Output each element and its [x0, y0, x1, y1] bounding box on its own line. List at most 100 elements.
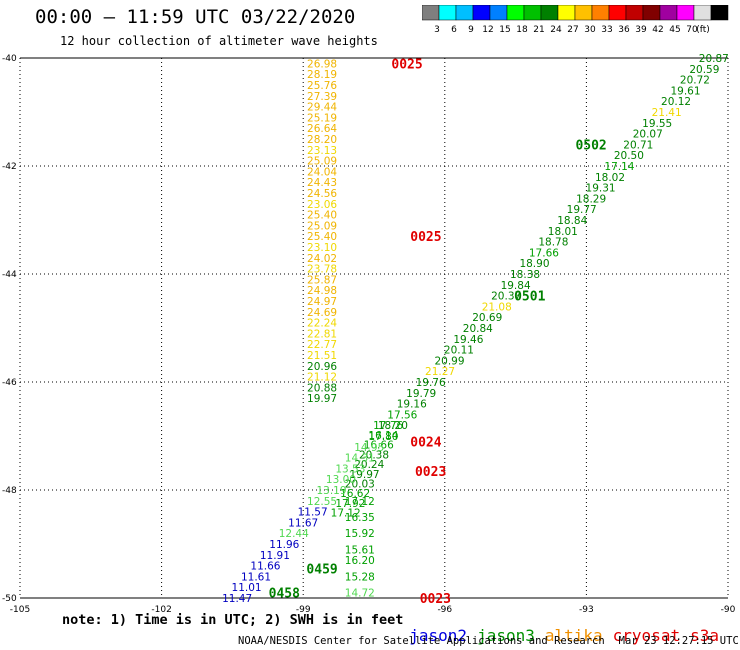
wave-height-label: 16.62: [340, 488, 370, 500]
wave-height-label: 12.44: [279, 528, 309, 540]
colorbar-label: 12: [482, 25, 493, 35]
wave-height-label: 11.66: [250, 561, 280, 573]
wave-height-label: 18.02: [595, 172, 625, 184]
colorbar-label: 70: [686, 25, 698, 35]
colorbar-label: 36: [618, 25, 630, 35]
wave-height-label: 17.80: [368, 431, 398, 443]
colorbar-label: (ft): [696, 25, 710, 35]
wave-height-label: 15.61: [345, 544, 375, 556]
wave-height-label: 11.61: [241, 571, 271, 583]
colorbar-label: 18: [516, 25, 528, 35]
wave-height-label: 20.88: [307, 382, 337, 394]
colorbar-label: 15: [499, 25, 510, 35]
wave-height-label: 14.72: [345, 588, 375, 600]
wave-height-label: 18.78: [538, 237, 568, 249]
wave-height-label: 20.84: [463, 323, 493, 335]
wave-height-label: 16.35: [345, 512, 375, 524]
wave-height-label: 20.38: [359, 449, 389, 461]
wave-height-label: 22.24: [307, 318, 337, 330]
wave-height-label: 18.29: [576, 193, 606, 205]
wave-height-label: 26.98: [307, 58, 337, 70]
wave-height-label: 20.11: [444, 345, 474, 357]
y-tick-label: -50: [2, 594, 17, 604]
colorbar-label: 24: [550, 25, 562, 35]
colorbar-label: 42: [652, 25, 663, 35]
wave-height-label: 20.59: [689, 64, 719, 76]
y-tick-label: -48: [2, 486, 17, 496]
wave-height-label: 18.90: [519, 258, 549, 270]
legend-cryosat: cryosat: [612, 626, 681, 645]
wave-height-label: 19.97: [350, 469, 380, 481]
time-label: 0458: [269, 587, 300, 602]
wave-height-label: 21.51: [307, 350, 337, 362]
wave-height-label: 17.76: [373, 420, 403, 432]
wave-height-label: 25.87: [307, 274, 337, 286]
wave-height-label: 24.97: [307, 296, 337, 308]
footer: NOAA/NESDIS Center for Satellite Applica…: [238, 635, 740, 647]
time-label: 0023: [420, 592, 451, 607]
wave-height-label: 20.03: [345, 479, 375, 491]
legend-s3a: s3a: [690, 626, 719, 645]
wave-height-label: 11.67: [288, 517, 318, 529]
wave-height-label: 25.09: [307, 220, 337, 232]
wave-height-label: 13.53: [335, 463, 365, 475]
colorbar-swatch: [710, 5, 729, 21]
wave-height-label: 25.09: [307, 156, 337, 168]
wave-height-label: 13.19: [316, 485, 346, 497]
wave-height-label: 20.71: [623, 139, 653, 151]
wave-height-label: 28.19: [307, 69, 337, 81]
wave-height-label: 11.91: [260, 550, 290, 562]
wave-height-label: 20.69: [472, 312, 502, 324]
wave-height-label: 14.95: [354, 442, 384, 454]
time-label: 0502: [575, 138, 606, 153]
footer-credit: NOAA/NESDIS Center for Satellite Applica…: [238, 635, 605, 647]
x-tick-label: -93: [579, 605, 594, 615]
wave-height-label: 25.40: [307, 210, 337, 222]
wave-height-label: 21.41: [652, 107, 682, 119]
x-tick-label: -90: [721, 605, 736, 615]
time-label: 0501: [514, 290, 545, 305]
footer-timestamp: Mar 23 12:27:15 UTC 2020: [618, 635, 739, 647]
time-label: 0025: [410, 230, 441, 245]
legend-jason3: jason3: [477, 626, 535, 645]
colorbar-label: 30: [584, 25, 596, 35]
wave-height-label: 11.57: [298, 507, 328, 519]
wave-height-label: 17.92: [335, 498, 365, 510]
wave-height-label: 20.12: [661, 96, 691, 108]
wave-height-label: 22.77: [307, 339, 337, 351]
wave-height-label: 24.43: [307, 177, 337, 189]
wave-height-label: 29.44: [307, 102, 337, 114]
wave-height-label: 17.56: [387, 409, 417, 421]
satellite-legend: jason2 jason3 altika cryosat s3a: [390, 607, 729, 645]
wave-height-label: 17.12: [345, 496, 375, 508]
chart-subtitle: 12 hour collection of altimeter wave hei…: [60, 34, 378, 48]
wave-height-label: 24.98: [307, 285, 337, 297]
wave-height-label: 16.14: [368, 430, 398, 442]
time-label: 0023: [415, 465, 446, 480]
time-label: 0024: [410, 435, 441, 450]
time-label: 0459: [306, 562, 337, 577]
wave-height-label: 19.16: [397, 399, 427, 411]
colorbar-label: 21: [533, 25, 544, 35]
wave-height-label: 21.27: [425, 366, 455, 378]
chart-title: 00:00 – 11:59 UTC 03/22/2020: [35, 6, 356, 28]
wave-height-label: 19.55: [642, 118, 672, 130]
wave-height-label: 25.76: [307, 80, 337, 92]
wave-height-label: 19.76: [416, 377, 446, 389]
colorbar-label: 45: [669, 25, 680, 35]
wave-height-label: 24.02: [307, 253, 337, 265]
wave-height-label: 19.97: [307, 393, 337, 405]
wave-height-label: 20.50: [614, 150, 644, 162]
wave-height-label: 19.79: [406, 388, 436, 400]
colorbar-label: 3: [434, 25, 440, 35]
x-tick-label: -102: [151, 605, 171, 615]
wave-height-label: 21.12: [307, 372, 337, 384]
note-text: note: 1) Time is in UTC; 2) SWH is in fe…: [62, 612, 404, 628]
wave-height-label: 12.55: [307, 496, 337, 508]
wave-height-label: 20.37: [491, 291, 521, 303]
wave-height-label: 19.31: [586, 183, 616, 195]
wave-height-label: 16.66: [364, 440, 394, 452]
wave-height-label: 24.69: [307, 307, 337, 319]
wave-height-label: 23.13: [307, 145, 337, 157]
